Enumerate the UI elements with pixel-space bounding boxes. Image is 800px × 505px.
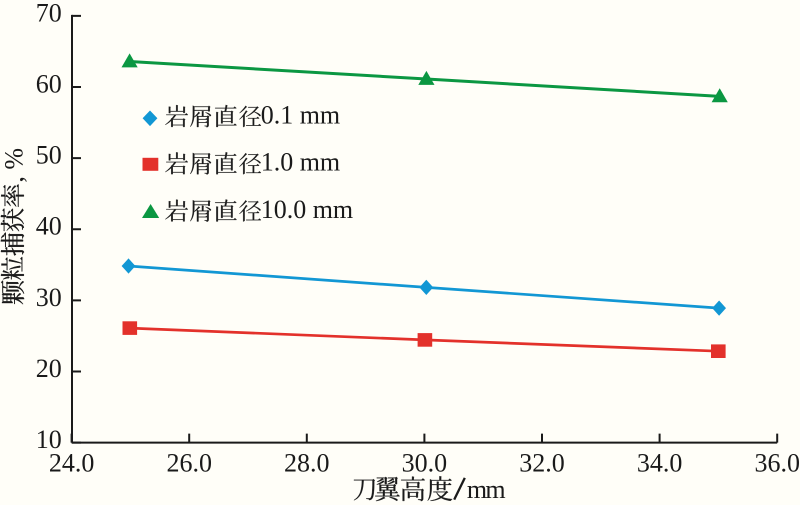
svg-text:50: 50 <box>36 141 62 170</box>
svg-text:30: 30 <box>36 283 62 312</box>
svg-text:0.1 mm: 0.1 mm <box>261 100 340 129</box>
svg-text:20: 20 <box>36 354 62 383</box>
svg-text:mm: mm <box>467 475 506 504</box>
svg-text:34.0: 34.0 <box>637 448 683 477</box>
svg-text:40: 40 <box>36 212 62 241</box>
svg-text:36.0: 36.0 <box>754 448 800 477</box>
svg-text:28.0: 28.0 <box>284 448 330 477</box>
svg-text:, %: , % <box>0 148 28 183</box>
svg-text:24.0: 24.0 <box>49 448 95 477</box>
svg-text:10: 10 <box>36 425 62 454</box>
svg-text:32.0: 32.0 <box>519 448 565 477</box>
svg-text:26.0: 26.0 <box>166 448 212 477</box>
svg-text:60: 60 <box>36 69 62 98</box>
svg-text:70: 70 <box>36 0 62 27</box>
svg-text:1.0 mm: 1.0 mm <box>261 148 340 177</box>
svg-text:30.0: 30.0 <box>402 448 448 477</box>
svg-text:10.0 mm: 10.0 mm <box>261 195 353 224</box>
